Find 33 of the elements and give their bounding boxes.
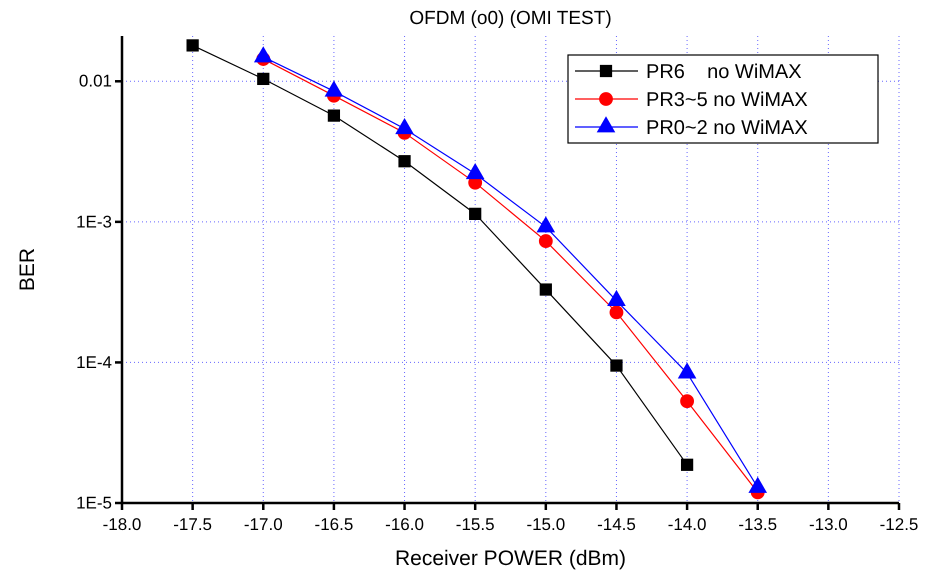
y-tick-label: 1E-5 bbox=[76, 493, 112, 512]
x-tick-label: -13.5 bbox=[738, 515, 778, 534]
x-axis-title: Receiver POWER (dBm) bbox=[394, 547, 626, 570]
x-tick-label: -14.0 bbox=[668, 515, 706, 534]
y-axis-title: BER bbox=[16, 248, 39, 292]
x-tick-label: -16.0 bbox=[385, 515, 424, 534]
x-tick-label: -16.5 bbox=[314, 515, 354, 534]
x-tick-label: -15.0 bbox=[526, 515, 566, 534]
chart-title: OFDM (o0) (OMI TEST) bbox=[409, 8, 612, 29]
y-tick-label: 1E-3 bbox=[76, 212, 112, 232]
y-tick-label: 1E-4 bbox=[76, 352, 112, 372]
x-tick-label: -15.5 bbox=[456, 515, 495, 534]
legend-label: PR3~5 no WiMAX bbox=[646, 89, 808, 111]
point bbox=[328, 109, 340, 122]
point bbox=[680, 458, 694, 471]
point bbox=[610, 305, 624, 320]
x-tick-label: -17.0 bbox=[244, 515, 283, 534]
point bbox=[186, 39, 199, 52]
y-tick-label: 0.01 bbox=[78, 72, 112, 91]
point bbox=[398, 155, 411, 168]
x-tick-label: -12.5 bbox=[880, 515, 918, 534]
point bbox=[540, 283, 552, 296]
point bbox=[538, 234, 553, 248]
point bbox=[610, 359, 623, 372]
point bbox=[257, 72, 270, 86]
x-tick-label: -17.5 bbox=[173, 515, 212, 534]
x-tick-label: -13.0 bbox=[808, 515, 848, 534]
x-tick-label: -14.5 bbox=[597, 515, 636, 534]
point bbox=[469, 208, 482, 220]
point bbox=[680, 394, 694, 408]
legend-label: PR6 no WiMAX bbox=[646, 61, 802, 83]
x-tick-label: -18.0 bbox=[102, 515, 142, 534]
legend-label: PR0~2 no WiMAX bbox=[646, 117, 808, 139]
